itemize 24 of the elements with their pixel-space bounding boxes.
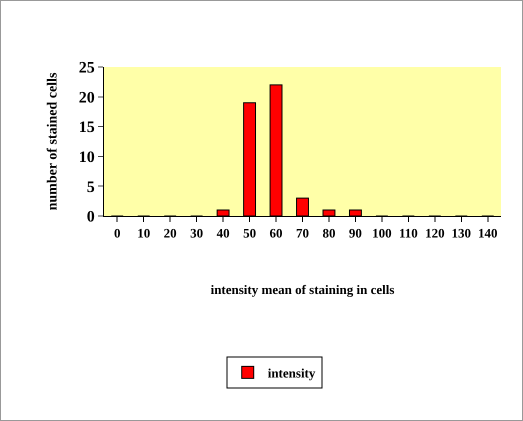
x-tick-label: 100 xyxy=(372,226,392,241)
x-tick-label: 140 xyxy=(478,226,498,241)
x-tick-label: 10 xyxy=(137,226,150,241)
x-tick-label: 110 xyxy=(398,226,418,241)
y-tick-label: 15 xyxy=(78,119,95,136)
y-tick-label: 10 xyxy=(78,149,95,166)
x-tick-label: 130 xyxy=(452,226,472,241)
x-tick-label: 30 xyxy=(190,226,204,241)
x-tick-label: 60 xyxy=(270,226,283,241)
x-tick-label: 40 xyxy=(216,226,230,241)
y-tick-label: 0 xyxy=(86,208,95,226)
x-tick-label: 80 xyxy=(322,226,336,241)
x-axis-title: intensity mean of staining in cells xyxy=(210,282,394,298)
x-tick-label: 90 xyxy=(348,226,362,241)
x-tick-label: 70 xyxy=(296,226,309,241)
y-tick-label: 25 xyxy=(78,60,95,77)
x-tick-label: 120 xyxy=(425,226,445,241)
y-tick-label: 20 xyxy=(78,89,95,106)
x-tick-label: 50 xyxy=(243,226,256,241)
y-axis-title: number of stained cells xyxy=(45,72,60,210)
legend-label: intensity xyxy=(268,365,316,380)
x-tick-label: 0 xyxy=(114,226,120,241)
x-tick-label: 20 xyxy=(164,226,177,241)
y-tick-label: 5 xyxy=(86,178,95,196)
